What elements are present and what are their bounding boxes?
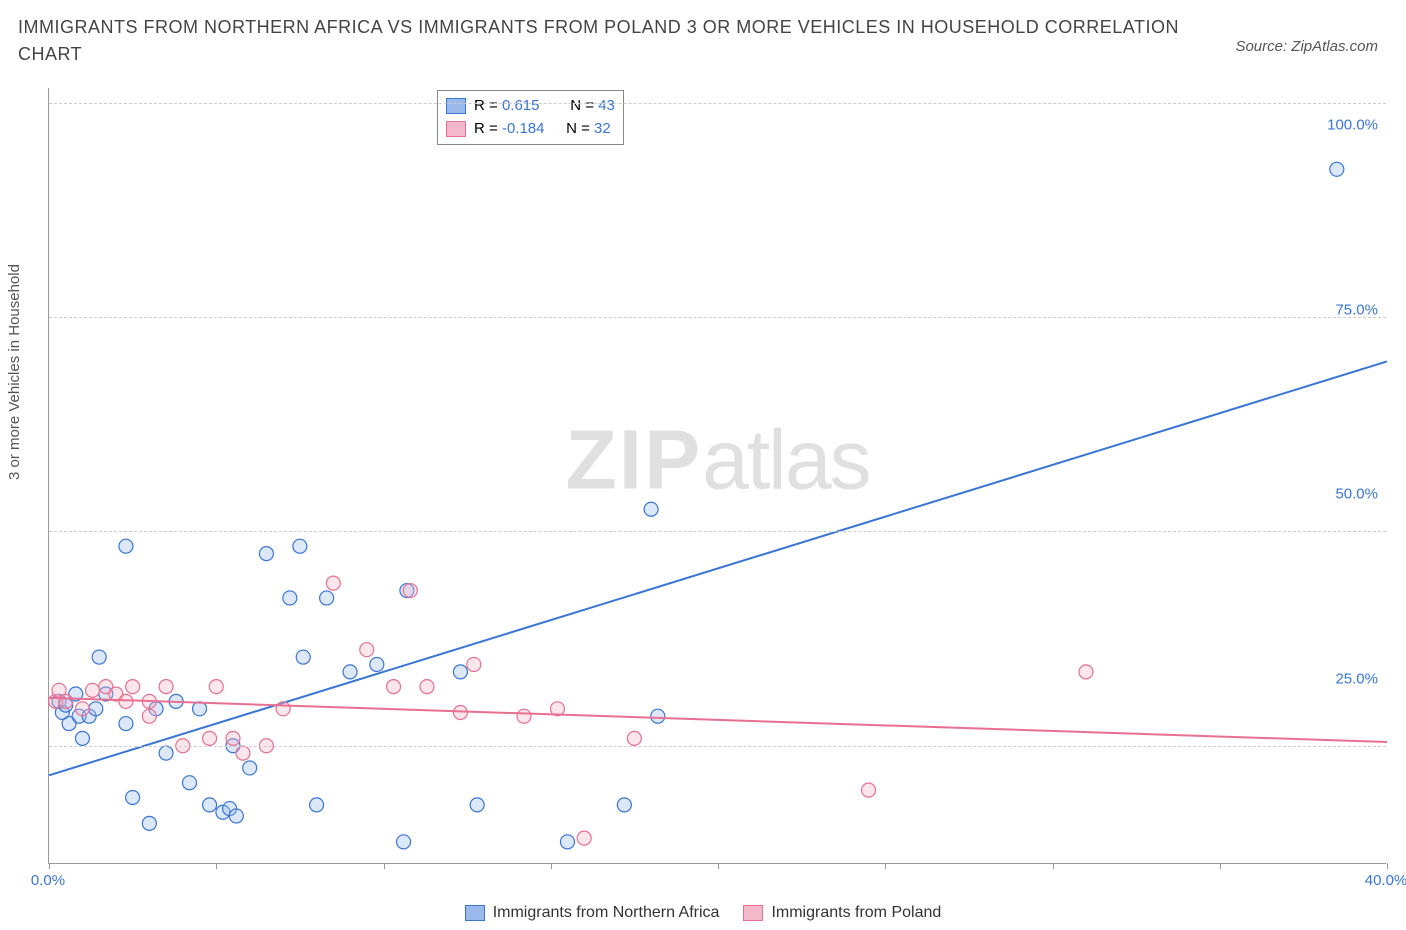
trend-line — [49, 698, 1387, 742]
data-point — [209, 680, 223, 694]
data-point — [159, 746, 173, 760]
data-point — [75, 731, 89, 745]
data-point — [283, 591, 297, 605]
data-point — [159, 680, 173, 694]
data-point — [203, 731, 217, 745]
legend-swatch — [446, 121, 466, 137]
stats-row: R = -0.184 N = 32 — [446, 118, 615, 141]
trend-line — [49, 361, 1387, 775]
legend-item: Immigrants from Northern Africa — [465, 904, 720, 922]
x-tick — [384, 863, 385, 869]
data-point — [470, 798, 484, 812]
x-tick-label: 0.0% — [31, 872, 65, 889]
data-point — [126, 680, 140, 694]
legend-label: Immigrants from Northern Africa — [493, 904, 720, 922]
data-point — [627, 731, 641, 745]
legend-swatch — [446, 98, 466, 114]
data-point — [1079, 665, 1093, 679]
data-point — [644, 502, 658, 516]
data-point — [296, 650, 310, 664]
data-point — [1330, 162, 1344, 176]
data-point — [193, 702, 207, 716]
x-tick — [718, 863, 719, 869]
data-point — [243, 761, 257, 775]
data-point — [467, 657, 481, 671]
x-tick — [1220, 863, 1221, 869]
plot-area: ZIPatlas R = 0.615 N = 43R = -0.184 N = … — [48, 88, 1386, 864]
data-point — [370, 657, 384, 671]
data-point — [651, 709, 665, 723]
data-point — [517, 709, 531, 723]
data-point — [59, 694, 73, 708]
data-point — [236, 746, 250, 760]
data-point — [360, 643, 374, 657]
data-point — [310, 798, 324, 812]
gridline — [49, 531, 1386, 532]
data-point — [560, 835, 574, 849]
x-tick — [1387, 863, 1388, 869]
x-tick — [885, 863, 886, 869]
data-point — [343, 665, 357, 679]
x-tick — [551, 863, 552, 869]
data-point — [89, 702, 103, 716]
data-point — [226, 731, 240, 745]
gridline — [49, 103, 1386, 104]
y-tick-label: 100.0% — [1327, 116, 1378, 133]
data-point — [85, 683, 99, 697]
x-tick — [216, 863, 217, 869]
data-point — [387, 680, 401, 694]
stats-box: R = 0.615 N = 43R = -0.184 N = 32 — [437, 90, 624, 145]
scatter-svg — [49, 88, 1386, 863]
bottom-legend: Immigrants from Northern Africa Immigran… — [0, 904, 1406, 926]
data-point — [453, 665, 467, 679]
data-point — [182, 776, 196, 790]
x-tick — [1053, 863, 1054, 869]
data-point — [229, 809, 243, 823]
data-point — [92, 650, 106, 664]
data-point — [326, 576, 340, 590]
chart-title: IMMIGRANTS FROM NORTHERN AFRICA VS IMMIG… — [18, 14, 1186, 68]
data-point — [397, 835, 411, 849]
y-axis-label: 3 or more Vehicles in Household — [6, 264, 23, 480]
data-point — [420, 680, 434, 694]
data-point — [119, 539, 133, 553]
data-point — [119, 717, 133, 731]
data-point — [142, 816, 156, 830]
data-point — [203, 798, 217, 812]
data-point — [75, 702, 89, 716]
x-tick — [49, 863, 50, 869]
data-point — [293, 539, 307, 553]
data-point — [142, 709, 156, 723]
legend-label: Immigrants from Poland — [771, 904, 941, 922]
data-point — [577, 831, 591, 845]
gridline — [49, 746, 1386, 747]
y-tick-label: 25.0% — [1335, 671, 1378, 688]
data-point — [126, 790, 140, 804]
data-point — [403, 584, 417, 598]
legend-item: Immigrants from Poland — [743, 904, 941, 922]
stats-row: R = 0.615 N = 43 — [446, 95, 615, 118]
data-point — [276, 702, 290, 716]
data-point — [259, 547, 273, 561]
data-point — [617, 798, 631, 812]
legend-swatch — [465, 905, 485, 921]
data-point — [320, 591, 334, 605]
y-tick-label: 50.0% — [1335, 486, 1378, 503]
y-tick-label: 75.0% — [1335, 301, 1378, 318]
data-point — [862, 783, 876, 797]
x-tick-label: 40.0% — [1365, 872, 1406, 889]
gridline — [49, 317, 1386, 318]
legend-swatch — [743, 905, 763, 921]
source-attribution: Source: ZipAtlas.com — [1235, 38, 1378, 55]
